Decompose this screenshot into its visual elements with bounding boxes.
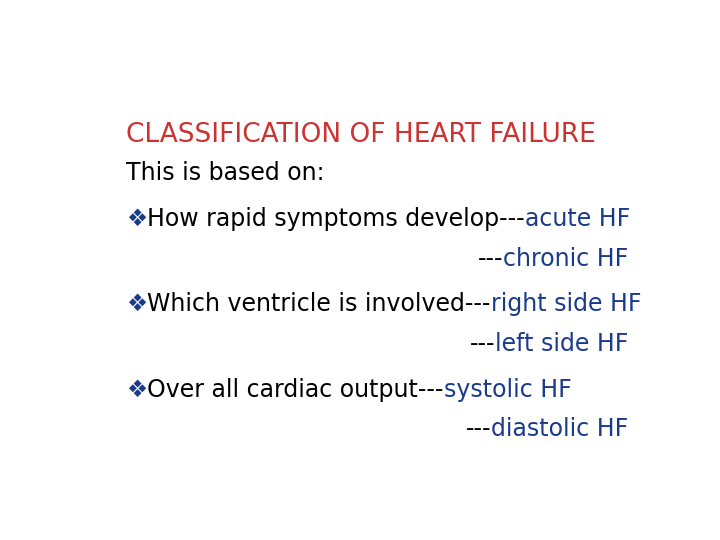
- Text: chronic HF: chronic HF: [503, 247, 629, 271]
- Text: Over all cardiac output---: Over all cardiac output---: [148, 377, 444, 402]
- Text: CLASSIFICATION OF HEART FAILURE: CLASSIFICATION OF HEART FAILURE: [126, 122, 596, 148]
- Text: right side HF: right side HF: [491, 292, 642, 316]
- Text: acute HF: acute HF: [525, 207, 630, 231]
- Text: diastolic HF: diastolic HF: [491, 417, 629, 441]
- Text: This is based on:: This is based on:: [126, 161, 325, 185]
- Text: ❖: ❖: [126, 207, 148, 231]
- Text: ---: ---: [466, 417, 491, 441]
- Text: ---: ---: [469, 332, 495, 356]
- Text: How rapid symptoms develop---: How rapid symptoms develop---: [148, 207, 525, 231]
- Text: Which ventricle is involved---: Which ventricle is involved---: [148, 292, 491, 316]
- Text: ❖: ❖: [126, 292, 148, 316]
- Text: ---: ---: [477, 247, 503, 271]
- Text: ❖: ❖: [126, 377, 148, 402]
- Text: systolic HF: systolic HF: [444, 377, 572, 402]
- Text: left side HF: left side HF: [495, 332, 629, 356]
